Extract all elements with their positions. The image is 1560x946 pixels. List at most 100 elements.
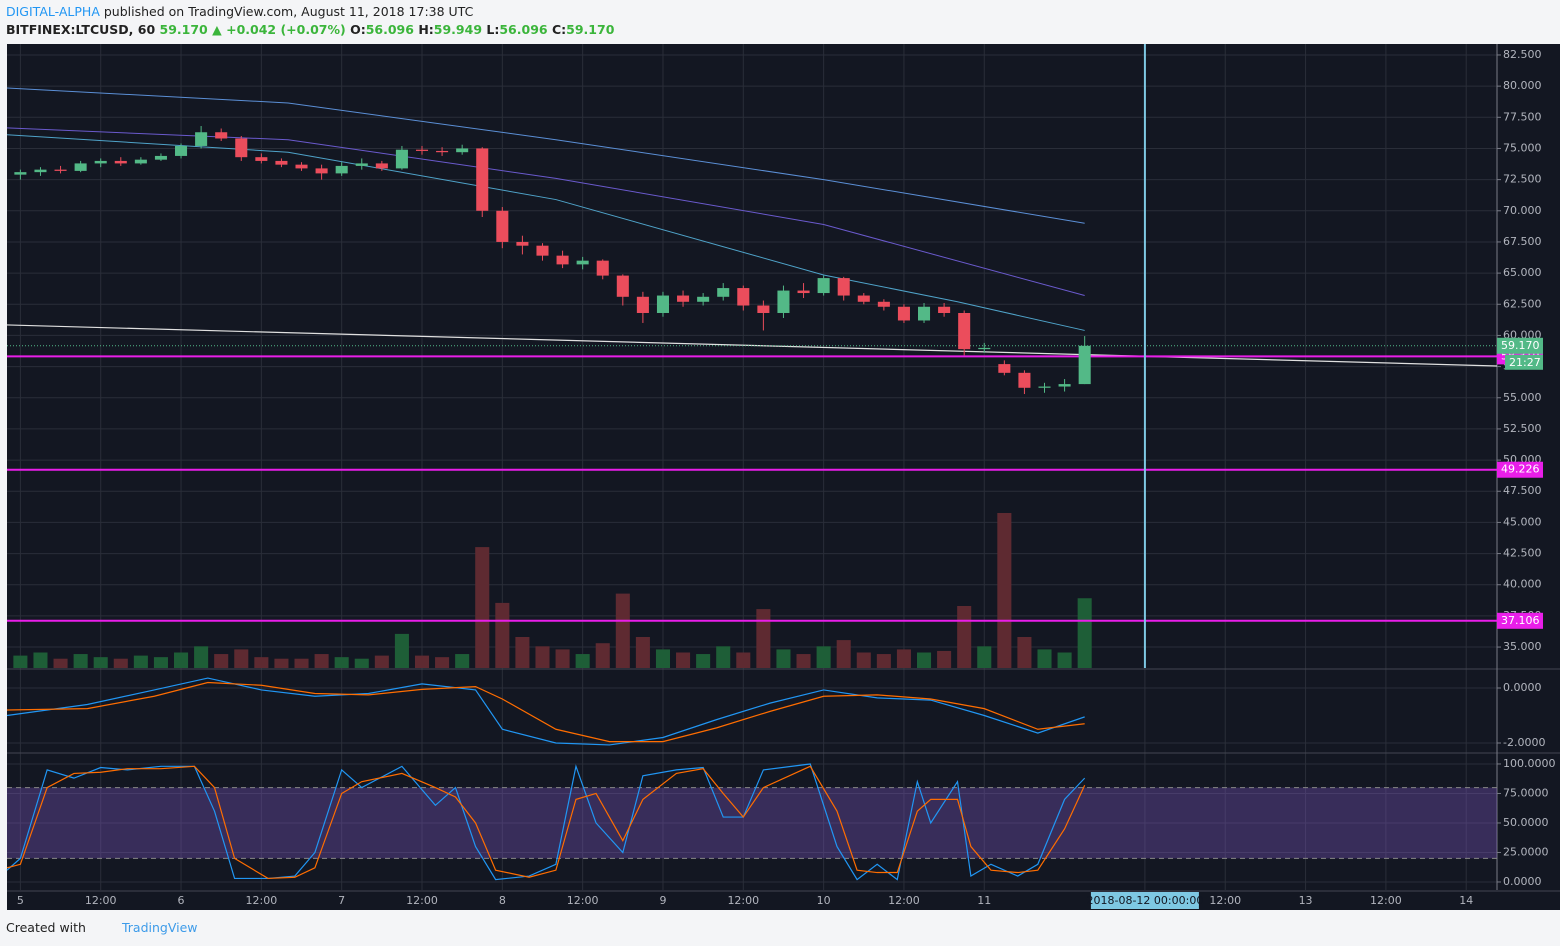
candle-body (877, 301, 890, 307)
volume-bar (174, 652, 189, 668)
plot-bg (7, 44, 1497, 890)
y-tick-label: 75.000 (1503, 141, 1542, 154)
volume-bar (997, 513, 1012, 668)
volume-bar (676, 652, 691, 668)
x-tick-label: 6 (178, 894, 185, 907)
level-label-bg (1497, 461, 1543, 478)
y-tick-label: 82.500 (1503, 48, 1542, 61)
brand[interactable]: TradingView (121, 920, 198, 935)
volume-bar (495, 602, 510, 668)
last: 59.170 (159, 22, 208, 37)
chart: 5 12:00 6 12:00 7 12:00 8 12:00 9 12:00 10 12:00 11 2… (6, 44, 1560, 910)
volume-bar (234, 649, 249, 668)
volume-bar (254, 657, 269, 668)
level-label-bg (1497, 612, 1543, 629)
candle-body (34, 169, 47, 173)
candle-body (717, 288, 730, 297)
volume-bar (977, 646, 992, 668)
candle-body (978, 347, 991, 350)
candle-body (175, 145, 188, 156)
volume-bar (756, 609, 771, 668)
o-label: O: (350, 22, 366, 37)
stoch-band (7, 787, 1497, 859)
c-label: C: (551, 22, 567, 37)
volume-bar (856, 652, 871, 668)
x-tick-label: 12:00 (406, 894, 438, 907)
candle-body (516, 241, 529, 246)
x-tick-label: 12:00 (888, 894, 920, 907)
y-tick-label: 40.000 (1503, 578, 1542, 591)
volume-bar (133, 655, 148, 668)
volume-bar (274, 658, 289, 668)
volume-bar (354, 658, 369, 668)
author[interactable]: DIGITAL-ALPHA (6, 4, 100, 19)
candle-body (797, 290, 810, 294)
h-label: H: (418, 22, 434, 37)
x-tick-label: 12:00 (727, 894, 759, 907)
moving-average (6, 127, 1085, 297)
volume-bar (334, 657, 349, 668)
candle-body (315, 168, 328, 174)
y-tick-label: 62.500 (1503, 297, 1542, 310)
candle-body (375, 163, 388, 169)
volume-bar (776, 649, 791, 668)
x-tick-label: 9 (659, 894, 666, 907)
l-label: L: (486, 22, 500, 37)
candle-body (235, 138, 248, 158)
y-tick-label: 45.000 (1503, 515, 1542, 528)
change: ▲ +0.042 (+0.07%) (212, 22, 346, 37)
candle-body (476, 148, 489, 211)
x-tick-label: 7 (338, 894, 345, 907)
volume-bar (455, 654, 470, 668)
high: 59.949 (433, 22, 483, 37)
x-tick-label: 12:00 (1209, 894, 1241, 907)
x-tick-label: 12:00 (1370, 894, 1402, 907)
volume-bar (294, 658, 309, 668)
published: published on TradingView.com, August 11,… (103, 4, 474, 19)
candle-body (837, 278, 850, 296)
candle-body (536, 245, 549, 256)
volume-bar (153, 657, 168, 668)
candle-body (114, 160, 127, 164)
stoch-line (6, 763, 1086, 881)
candle-body (998, 364, 1011, 373)
countdown-bg (1505, 354, 1543, 370)
candle-body (74, 163, 87, 171)
volume-bar (194, 646, 209, 668)
candle-body (576, 260, 589, 265)
volume-bar (1057, 652, 1072, 668)
last-price-label: 59.170 (1501, 339, 1540, 352)
volume-bar (53, 658, 68, 668)
candle-body (275, 160, 288, 165)
last-price-bg (1497, 337, 1543, 354)
x-tick-label: 12:00 (567, 894, 599, 907)
candle-body (335, 165, 348, 174)
candle-body (757, 305, 770, 313)
volume-bar (475, 547, 490, 668)
volume-bar (696, 654, 711, 668)
cursor-label-bg (1090, 892, 1199, 909)
volume-bar (535, 646, 550, 668)
candle-body (1078, 345, 1091, 385)
candle-body (857, 295, 870, 302)
volume-bar (93, 657, 108, 668)
candle-body (436, 150, 449, 153)
y-tick-label: 50.0000 (1503, 816, 1549, 829)
y-tick-label: 52.500 (1503, 422, 1542, 435)
x-tick-label: 13 (1299, 894, 1313, 907)
y-tick-label: 0.0000 (1503, 681, 1542, 694)
candle-body (94, 160, 107, 164)
moving-average (6, 87, 1085, 224)
y-tick-label: 65.000 (1503, 266, 1542, 279)
y-tick-label: 100.0000 (1503, 757, 1556, 770)
volume-bar (73, 654, 88, 668)
candle-body (677, 295, 690, 302)
candle-body (918, 306, 931, 321)
volume-bar (916, 652, 932, 668)
candle-body (415, 149, 429, 151)
open: 56.096 (365, 22, 414, 37)
candle-body (897, 306, 910, 321)
y-tick-label: 72.500 (1503, 173, 1542, 186)
low: 56.096 (499, 22, 548, 37)
y-tick-label: 42.500 (1503, 547, 1542, 560)
